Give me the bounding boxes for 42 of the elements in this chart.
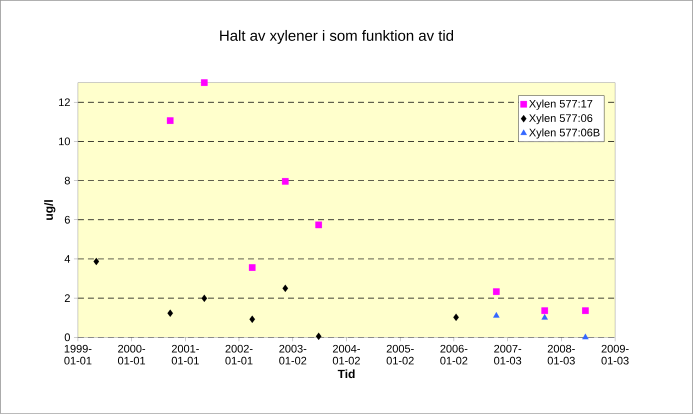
point [282,284,288,292]
x-tick-label: 2003-01-02 [279,344,306,365]
x-tick-label: 2009-01-03 [601,344,629,365]
y-tick-label: 10 [59,138,70,146]
point [166,117,174,124]
y-tick-label: 8 [64,176,70,184]
point [541,307,548,314]
x-axis-title: Tid [338,369,355,378]
point [316,332,322,340]
point [93,258,100,266]
point [315,222,322,228]
x-tick-label: 1999-01-01 [64,344,92,365]
point [493,312,500,318]
x-tick-label: 2008-01-03 [548,344,575,365]
y-tick-label: 6 [64,216,70,224]
legend-label: Xylen 577:06 [529,114,592,124]
x-tick-label: 2004-01-02 [332,344,360,365]
point [248,264,256,271]
x-tick-label: 2005-01-02 [386,344,414,365]
x-tick-label: 2007-01-03 [494,344,522,365]
point [200,79,208,86]
y-tick-label: 12 [59,98,70,106]
x-tick-label: 2006-01-02 [440,344,468,365]
chart-title: Halt av xylener i som funktion av tid [220,30,454,44]
point [282,178,289,185]
point [582,307,589,314]
y-tick-label: 0 [64,333,70,342]
point [582,334,589,340]
point [167,309,174,317]
y-axis-title: ug/l [44,200,56,220]
legend-label: Xylen 577:06B [529,128,600,139]
y-tick-label: 2 [64,294,70,302]
legend-label: Xylen 577:17 [529,100,592,110]
x-tick-label: 2002-01-01 [225,344,253,365]
point [493,288,500,296]
x-tick-label: 2001-01-01 [172,344,199,365]
point [453,314,459,322]
point [201,294,208,302]
y-tick-label: 4 [64,255,70,263]
point [249,316,256,324]
point [541,314,548,320]
x-tick-label: 2000-01-01 [118,344,146,365]
